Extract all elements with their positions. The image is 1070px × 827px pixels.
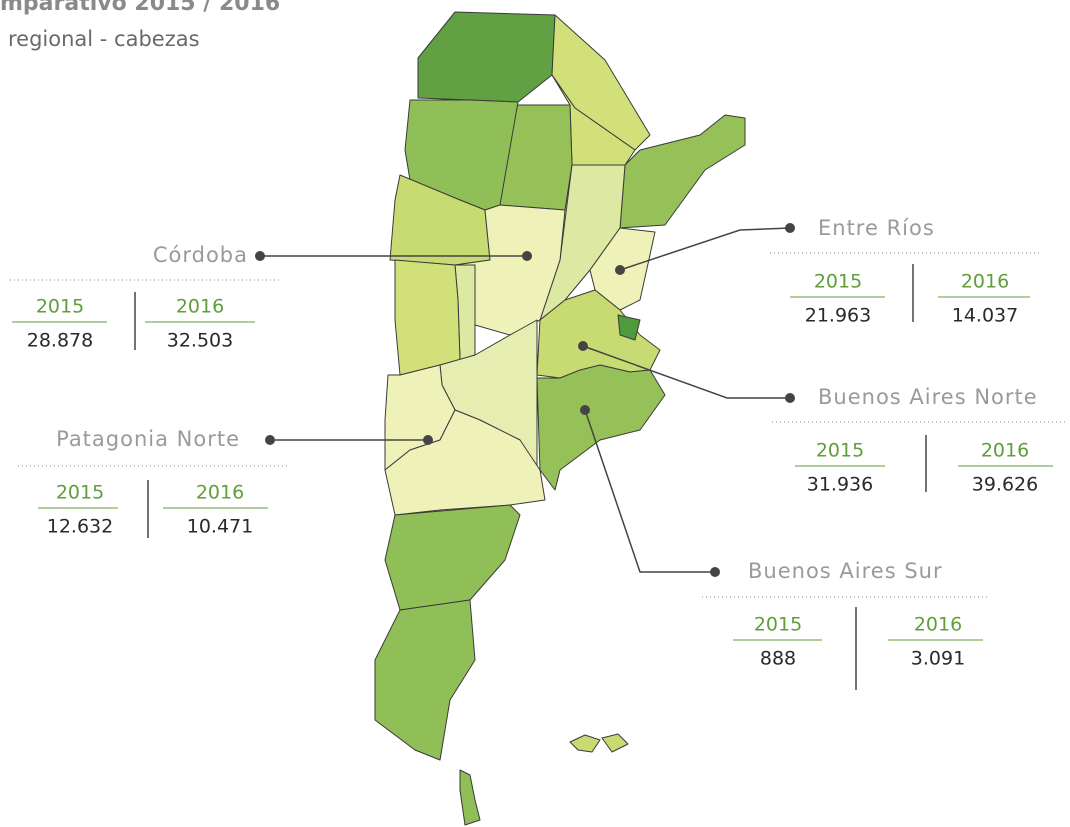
leader-dot — [580, 405, 590, 415]
year-label: 2016 — [196, 482, 244, 504]
leader-dot — [710, 567, 720, 577]
year-label: 2016 — [176, 296, 224, 318]
region-name: Buenos Aires Norte — [818, 385, 1038, 409]
leader-dot — [785, 223, 795, 233]
region-name: Buenos Aires Sur — [748, 559, 943, 583]
leader-line — [619, 227, 791, 271]
leader-dot — [255, 251, 265, 261]
callouts: Córdoba 2015 2016 28.878 32.503 Patagonia Nor… — [10, 216, 1065, 690]
value-label: 14.037 — [952, 305, 1018, 327]
region-name: Patagonia Norte — [56, 427, 240, 451]
year-label: 2015 — [754, 614, 802, 636]
value-label: 888 — [760, 648, 796, 670]
year-label: 2015 — [56, 482, 104, 504]
value-label: 12.632 — [47, 516, 113, 538]
year-label: 2016 — [914, 614, 962, 636]
year-label: 2016 — [981, 440, 1029, 462]
value-label: 39.626 — [972, 474, 1038, 496]
value-label: 10.471 — [187, 516, 253, 538]
leader-dot — [423, 435, 433, 445]
year-label: 2015 — [816, 440, 864, 462]
title: mparativo 2015 / 2016 — [0, 0, 280, 16]
leader-dot — [578, 341, 588, 351]
leader-dot — [522, 251, 532, 261]
region-name: Entre Ríos — [818, 216, 935, 240]
year-label: 2015 — [36, 296, 84, 318]
leader-dot — [265, 435, 275, 445]
map — [374, 11, 746, 826]
value-label: 32.503 — [167, 330, 233, 352]
value-label: 21.963 — [805, 305, 871, 327]
region-name: Córdoba — [153, 243, 248, 267]
value-label: 28.878 — [27, 330, 93, 352]
value-label: 3.091 — [911, 648, 965, 670]
subtitle: regional - cabezas — [8, 27, 200, 51]
leader-dot — [785, 393, 795, 403]
leader-line — [582, 345, 790, 399]
year-label: 2016 — [961, 271, 1009, 293]
value-label: 31.936 — [807, 474, 873, 496]
leader-dot — [615, 265, 625, 275]
leader-line — [584, 409, 715, 573]
year-label: 2015 — [814, 271, 862, 293]
